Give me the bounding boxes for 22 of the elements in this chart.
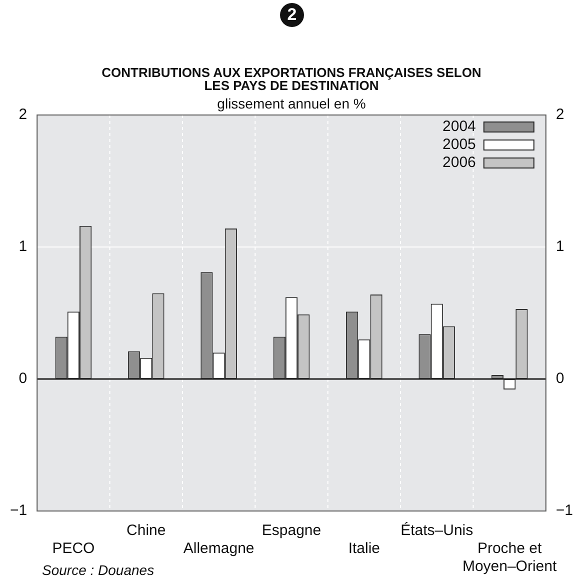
- y-tick-label: −1: [10, 502, 28, 520]
- legend-label: 2004: [442, 118, 476, 136]
- chart-title: CONTRIBUTIONS AUX EXPORTATIONS FRANÇAISES SELON LES PAYS DE DESTINATION: [100, 65, 482, 93]
- y-tick-label: 0: [18, 370, 28, 388]
- y-tick-label: 1: [18, 238, 28, 256]
- x-tick-label: Allemagne: [183, 540, 254, 558]
- y2-tick-label: −1: [556, 502, 574, 520]
- chart-subtitle: glissement annuel en %: [217, 95, 366, 112]
- legend-label: 2006: [442, 154, 476, 172]
- x-tick-label: Chine: [126, 522, 166, 540]
- y-tick-label: 2: [18, 106, 28, 124]
- x-tick-label: Espagne: [262, 522, 322, 540]
- x-tick-label: Italie: [348, 540, 380, 558]
- text: 2: [280, 3, 304, 27]
- x-tick-label: PECO: [52, 540, 95, 558]
- y2-tick-label: 1: [556, 238, 564, 256]
- x-tick-label: États–Unis: [400, 521, 474, 540]
- source-note: Source : Douanes: [42, 562, 154, 578]
- y2-tick-label: 0: [556, 370, 564, 388]
- x-tick-label: Proche et Moyen–Orient: [462, 540, 558, 576]
- legend-label: 2005: [442, 136, 476, 154]
- y2-tick-label: 2: [556, 106, 564, 124]
